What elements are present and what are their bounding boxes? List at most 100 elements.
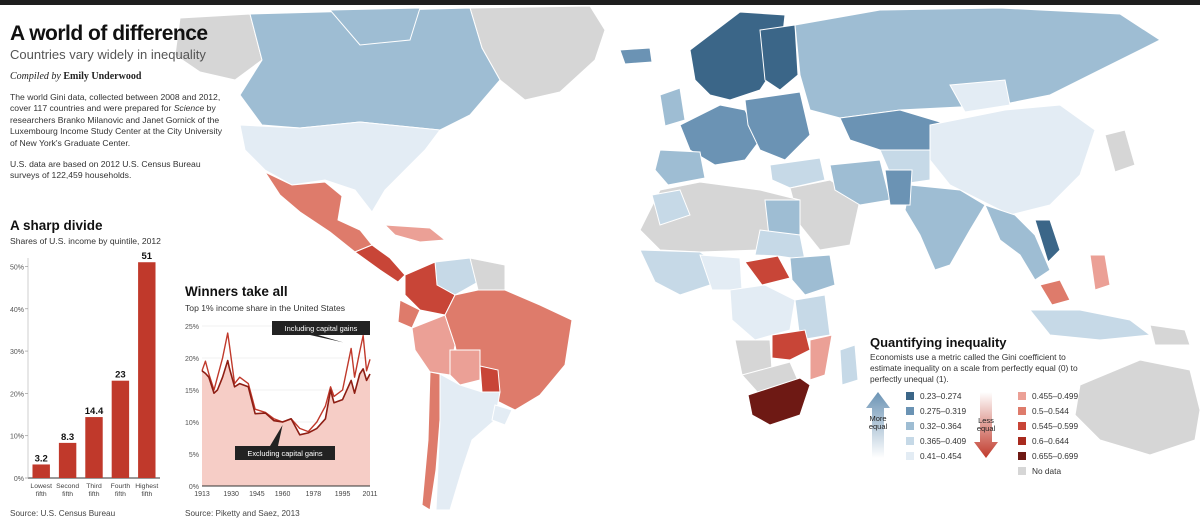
region-mongolia: [949, 79, 1011, 113]
region-japan: [1104, 129, 1136, 173]
region-iran: [829, 159, 891, 206]
divide-bar: [32, 464, 50, 478]
winners-y-tick-label: 15%: [185, 388, 199, 395]
annotation-including-text: Including capital gains: [285, 324, 358, 333]
region-india: [904, 184, 986, 271]
legend-item-label: 0.41–0.454: [920, 451, 962, 461]
legend-item-swatch: [1018, 392, 1026, 400]
legend-item-swatch: [1018, 437, 1026, 445]
more-equal-label-1: More: [869, 414, 886, 423]
intro-block: A world of difference Countries vary wid…: [10, 22, 230, 182]
intro-text-a: The world Gini data, collected between 2…: [10, 92, 221, 114]
divide-bar-value-label: 14.4: [85, 406, 104, 417]
region-southeast-asia: [984, 204, 1051, 281]
divide-y-tick-label: 0%: [14, 476, 24, 483]
region-paraguay: [479, 365, 501, 393]
winners-x-tick-label: 1978: [306, 491, 322, 498]
divide-bar-value-label: 51: [142, 251, 153, 262]
intro-paragraph: The world Gini data, collected between 2…: [10, 92, 230, 149]
quintile-bar-chart: 0%10%20%30%40%50%3.2Lowestfifth8.3Second…: [10, 251, 160, 498]
region-sudan: [754, 229, 806, 261]
divide-title: A sharp divide: [10, 218, 103, 233]
winners-excluding-line: [201, 359, 371, 436]
legend-item-label: 0.6–0.644: [1032, 436, 1069, 446]
legend-item-swatch: [906, 437, 914, 445]
region-morocco: [651, 189, 691, 226]
legend-item-label: 0.545–0.599: [1032, 421, 1079, 431]
divide-category-label: fifth: [141, 491, 152, 498]
top-income-share-chart: 0% 5% 10% 15% 20% 25% 1913 1930 1945 1960 1978 1995…: [185, 321, 378, 498]
intro-text-italic: Science: [173, 103, 205, 114]
divide-category-label: Fourth: [111, 483, 131, 490]
divide-source: Source: U.S. Census Bureau: [10, 509, 116, 518]
legend-arrows: More equal Less equal: [866, 392, 998, 458]
divide-category-label: Second: [56, 483, 79, 490]
region-iberia: [654, 149, 706, 186]
region-argentina: [435, 373, 501, 511]
byline-prefix: Compiled by: [10, 71, 61, 82]
region-ethiopia: [789, 254, 836, 296]
divide-category-label: Third: [86, 483, 102, 490]
divide-bar: [111, 380, 130, 478]
byline-name: Emily Underwood: [63, 71, 142, 82]
winners-source: Source: Piketty and Saez, 2013: [185, 509, 300, 518]
winners-title: Winners take all: [185, 284, 288, 299]
region-usa: [239, 121, 441, 213]
winners-y-tick-label: 0%: [189, 484, 199, 491]
divide-category-label: fifth: [89, 491, 100, 498]
divide-category-label: Lowest: [30, 483, 52, 490]
region-madagascar: [839, 344, 859, 386]
legend-item-label: 0.275–0.319: [920, 406, 967, 416]
region-russia: [794, 7, 1162, 119]
region-mozambique: [809, 334, 833, 381]
winners-y-tick-label: 10%: [185, 420, 199, 427]
region-congo: [729, 284, 796, 341]
winners-x-tick-label: 1995: [335, 491, 351, 498]
legend-item-swatch: [906, 392, 914, 400]
region-vietnam: [1034, 219, 1061, 263]
divide-category-label: fifth: [62, 491, 73, 498]
annotation-excluding-pointer: [270, 425, 283, 446]
annotation-excluding-text: Excluding capital gains: [247, 449, 322, 458]
winners-y-tick-label: 5%: [189, 452, 199, 459]
divide-subtitle: Shares of U.S. income by quintile, 2012: [10, 236, 161, 246]
legend-title: Quantifying inequality: [870, 335, 1007, 350]
region-malaysia: [1039, 279, 1071, 306]
region-bolivia: [449, 349, 481, 386]
page-subtitle: Countries vary widely in inequality: [10, 47, 206, 62]
divide-bar-value-label: 3.2: [35, 453, 48, 464]
region-guianas: [469, 257, 506, 291]
intro-text-b: by researchers Branko Milanovic and Jane…: [10, 103, 223, 148]
winners-x-tick-label: 2011: [362, 491, 377, 498]
region-australia: [1074, 359, 1200, 456]
top-rule: [0, 0, 1200, 5]
legend-description: Economists use a metric called the Gini …: [870, 352, 1078, 384]
more-equal-label-2: equal: [869, 422, 888, 431]
region-south-africa: [747, 377, 811, 426]
legend-item-swatch: [1018, 467, 1026, 475]
divide-y-tick-label: 20%: [10, 391, 24, 398]
divide-category-label: Highest: [135, 483, 158, 490]
region-finland: [759, 24, 799, 91]
region-british-isles: [659, 87, 686, 127]
region-central-america: [353, 244, 406, 283]
divide-y-tick-label: 40%: [10, 307, 24, 314]
divide-y-tick-label: 10%: [10, 434, 24, 441]
divide-category-label: fifth: [115, 491, 126, 498]
region-philippines: [1089, 254, 1111, 291]
region-uruguay: [491, 404, 513, 426]
region-china: [929, 104, 1096, 216]
divide-bar-value-label: 23: [115, 370, 126, 381]
less-equal-label-1: Less: [978, 416, 994, 425]
legend-item-swatch: [1018, 452, 1026, 460]
legend-item-label: 0.32–0.364: [920, 421, 962, 431]
region-eastern-europe: [744, 91, 811, 161]
winners-y-tick-label: 25%: [185, 324, 199, 331]
winners-x-tick-label: 1960: [275, 491, 291, 498]
winners-x-tick-label: 1930: [223, 491, 239, 498]
divide-y-tick-label: 30%: [10, 349, 24, 356]
legend-item-swatch: [1018, 422, 1026, 430]
divide-bar: [85, 417, 103, 478]
region-caribbean: [383, 224, 447, 243]
